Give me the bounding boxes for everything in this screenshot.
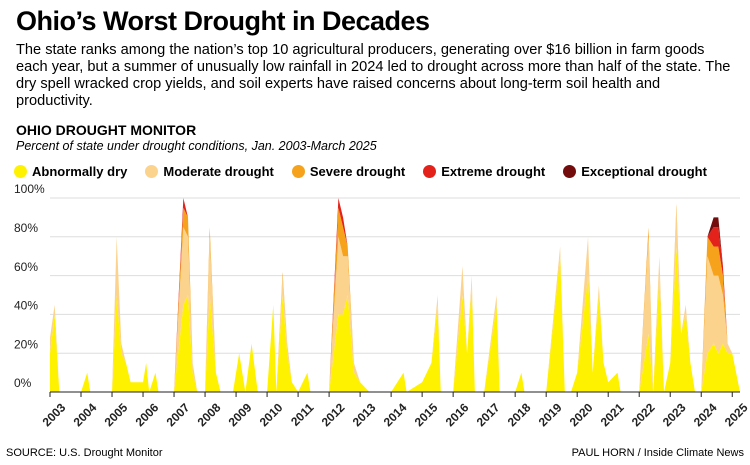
y-tick-label: 40%: [14, 299, 38, 313]
legend-item: Severe drought: [291, 164, 406, 179]
legend-item: Extreme drought: [423, 164, 545, 179]
x-tick-label: 2012: [319, 400, 348, 429]
legend-item: Moderate drought: [145, 164, 274, 179]
y-tick-label: 100%: [14, 182, 45, 196]
chart-subtitle: Percent of state under drought condition…: [16, 139, 377, 153]
x-tick-label: 2011: [288, 400, 317, 429]
chart-title: OHIO DROUGHT MONITOR: [16, 122, 197, 138]
legend-swatch: [14, 165, 27, 178]
x-tick-label: 2022: [629, 400, 658, 429]
x-tick-label: 2013: [350, 400, 379, 429]
legend-label: Extreme drought: [441, 164, 546, 179]
x-tick-label: 2010: [257, 400, 286, 429]
source: SOURCE: U.S. Drought Monitor: [6, 447, 163, 459]
x-tick-label: 2024: [691, 400, 720, 429]
x-tick-label: 2009: [226, 400, 255, 429]
legend-label: Exceptional drought: [581, 164, 707, 179]
x-tick-label: 2016: [443, 400, 472, 429]
x-tick-label: 2018: [505, 400, 534, 429]
x-tick-label: 2005: [102, 400, 131, 429]
area: [50, 207, 740, 392]
y-tick-label: 20%: [14, 337, 38, 351]
legend-label: Moderate drought: [163, 164, 274, 179]
legend-swatch: [291, 165, 305, 178]
x-tick-label: 2019: [536, 400, 565, 429]
chart: 0%20%40%60%80%100%2003 2004 2005 2006 2007 20…: [14, 182, 750, 429]
x-tick-label: 2025: [722, 400, 750, 429]
subtitle: The state ranks among the nation’s top 1…: [16, 42, 731, 109]
area: [50, 203, 740, 392]
x-tick-label: 2015: [412, 400, 441, 429]
title: Ohio’s Worst Drought in Decades: [16, 6, 430, 36]
legend-label: Severe drought: [309, 164, 406, 179]
x-tick-label: 2017: [474, 400, 503, 429]
y-tick-label: 80%: [14, 221, 38, 235]
legend-item: Exceptional drought: [563, 164, 707, 179]
credit: PAUL HORN / Inside Climate News: [571, 447, 744, 459]
legend-swatch: [563, 165, 577, 178]
legend-swatch: [145, 165, 159, 178]
y-tick-label: 0%: [14, 376, 32, 390]
x-tick-label: 2008: [195, 400, 224, 429]
x-tick-label: 2020: [567, 400, 596, 429]
area: [50, 198, 740, 392]
area: [50, 198, 740, 392]
legend-item: Abnormally dry: [14, 164, 127, 179]
y-tick-label: 60%: [14, 260, 38, 274]
x-tick-label: 2004: [71, 400, 100, 429]
x-tick-label: 2014: [381, 400, 410, 429]
area: [50, 246, 740, 392]
legend-label: Abnormally dry: [32, 164, 128, 179]
x-tick-label: 2021: [598, 400, 627, 429]
x-tick-label: 2006: [133, 400, 162, 429]
legend-swatch: [423, 165, 437, 178]
legend: Abnormally dry Moderate drought Severe dro…: [14, 164, 707, 179]
x-tick-label: 2003: [40, 400, 69, 429]
x-tick-label: 2023: [660, 400, 689, 429]
x-tick-label: 2007: [164, 400, 193, 429]
